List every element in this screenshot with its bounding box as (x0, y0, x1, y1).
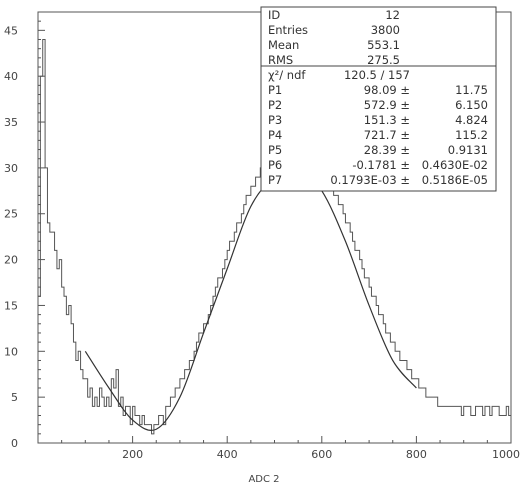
y-tick-label: 0 (11, 437, 18, 450)
fit-param-error: 4.824 (455, 113, 488, 127)
stat-entries-value: 3800 (371, 23, 400, 37)
fit-param-value: 98.09 ± (364, 83, 410, 97)
y-tick-label: 10 (4, 345, 18, 358)
fit-param-label: P3 (268, 113, 282, 127)
fit-param-value: 0.1793E-03 ± (330, 173, 410, 187)
y-tick-label: 40 (4, 70, 18, 83)
x-tick-label: 200 (122, 448, 143, 461)
fit-param-label: P4 (268, 128, 282, 142)
x-tick-label: 800 (406, 448, 427, 461)
fit-param-value: -0.1781 ± (352, 158, 410, 172)
x-tick-label: 400 (217, 448, 238, 461)
x-axis: 200 400 600 800 1000 (61, 436, 520, 461)
fit-chi2-value: 120.5 / 157 (344, 68, 410, 82)
fit-params: P1 98.09 ± 11.75 P2 572.9 ± 6.150 P3 151.3 ± 4.8… (268, 83, 488, 187)
stats-box: ID 12 Entries 3800 Mean 553.1 RMS 275.5 … (260, 6, 497, 192)
fit-param-label: P7 (268, 173, 282, 187)
fit-chi2-label: χ²/ ndf (268, 68, 306, 82)
fit-param-error: 11.75 (455, 83, 488, 97)
x-tick-label: 600 (311, 448, 332, 461)
fit-param-value: 721.7 ± (364, 128, 410, 142)
fit-param-value: 28.39 ± (364, 143, 410, 157)
y-tick-label: 20 (4, 254, 18, 267)
y-tick-label: 15 (4, 299, 18, 312)
fit-param-error: 6.150 (455, 98, 488, 112)
stat-rms-value: 275.5 (367, 53, 400, 67)
stat-id-label: ID (268, 8, 280, 22)
fit-param-label: P1 (268, 83, 282, 97)
fit-param-label: P5 (268, 143, 282, 157)
fit-param-label: P2 (268, 98, 282, 112)
y-tick-label: 5 (11, 391, 18, 404)
fit-param-label: P6 (268, 158, 282, 172)
y-axis: 0 5 10 15 20 25 30 35 40 45 (4, 20, 45, 450)
stat-mean-label: Mean (268, 38, 299, 52)
fit-param-value: 572.9 ± (364, 98, 410, 112)
stat-entries-label: Entries (268, 23, 308, 37)
fit-param-error: 0.9131 (448, 143, 488, 157)
stat-mean-value: 553.1 (367, 38, 400, 52)
fit-param-error: 0.4630E-02 (422, 158, 488, 172)
fit-curve (84, 166, 417, 431)
fit-param-value: 151.3 ± (364, 113, 410, 127)
y-tick-label: 25 (4, 208, 18, 221)
stat-rms-label: RMS (268, 53, 293, 67)
stat-id-value: 12 (385, 8, 400, 22)
x-tick-label: 1000 (492, 448, 520, 461)
fit-param-error: 0.5186E-05 (422, 173, 488, 187)
x-axis-label: ADC 2 (248, 474, 279, 485)
fit-param-error: 115.2 (455, 128, 488, 142)
y-tick-label: 45 (4, 24, 18, 37)
y-tick-label: 35 (4, 116, 18, 129)
y-tick-label: 30 (4, 162, 18, 175)
